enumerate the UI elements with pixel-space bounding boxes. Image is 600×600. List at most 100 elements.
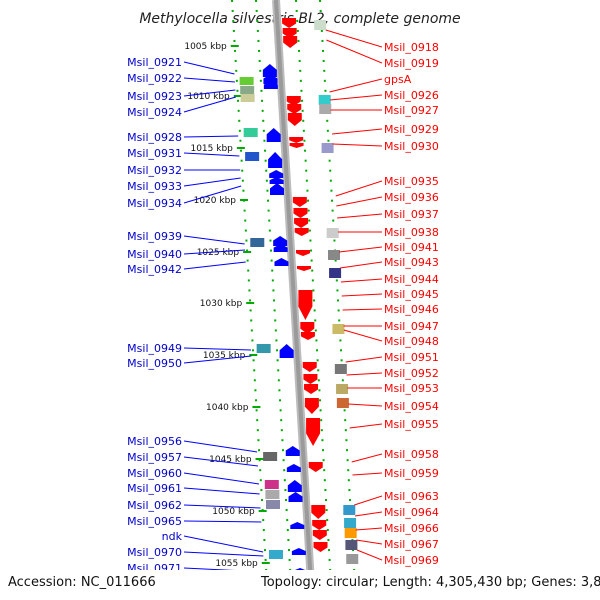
- left-leader-line: [183, 185, 242, 204]
- forward-gene-arrow: [263, 74, 278, 84]
- left-gene-label: Msil_0962: [127, 499, 182, 512]
- left-gene-label: Msil_0960: [127, 467, 182, 480]
- feature-block: [243, 128, 258, 137]
- reverse-gene-arrow: [306, 418, 321, 446]
- right-leader-line: [329, 78, 383, 93]
- left-leader-line: [183, 456, 259, 467]
- right-gene-label: Msil_0966: [384, 522, 439, 535]
- feature-block: [344, 518, 357, 528]
- right-gene-label: Msil_0963: [384, 490, 439, 503]
- right-leader-line: [342, 308, 383, 311]
- right-leader-line: [337, 213, 383, 219]
- left-leader-line: [183, 472, 260, 485]
- right-leader-line: [349, 423, 383, 429]
- reverse-gene-arrow: [292, 197, 307, 207]
- reverse-gene-arrow: [300, 332, 315, 340]
- scale-label: 1055 kbp: [215, 559, 258, 569]
- scale-label: 1015 kbp: [190, 144, 233, 154]
- forward-gene-arrow: [263, 81, 278, 89]
- left-leader-line: [183, 235, 245, 245]
- right-leader-line: [354, 495, 383, 506]
- label-layer: 1005 kbp 1010 kbp 1015 kbp 1020 kbp 1025 kbp…: [127, 29, 439, 575]
- reverse-gene-arrow: [296, 266, 311, 271]
- forward-gene-arrow: [286, 464, 301, 472]
- reverse-gene-arrow: [313, 542, 328, 552]
- forward-gene-arrow: [287, 480, 302, 492]
- reverse-gene-arrow: [289, 143, 304, 148]
- right-gene-label: Msil_0926: [384, 89, 439, 102]
- left-leader-line: [183, 177, 241, 187]
- feature-block: [329, 268, 342, 278]
- forward-gene-arrow: [290, 522, 305, 529]
- feature-block: [265, 490, 280, 499]
- reverse-gene-arrow: [283, 36, 298, 48]
- right-leader-line: [343, 329, 383, 342]
- left-gene-label: Msil_0949: [127, 342, 182, 355]
- feature-block: [319, 104, 332, 114]
- feature-block: [263, 452, 278, 461]
- right-leader-line: [336, 196, 383, 207]
- reverse-gene-arrow: [286, 96, 301, 106]
- reverse-gene-arrow: [287, 104, 302, 114]
- left-leader-line: [183, 520, 262, 523]
- feature-block: [266, 500, 280, 509]
- right-gene-label: Msil_0938: [384, 226, 439, 239]
- left-leader-line: [183, 61, 235, 75]
- left-leader-line: [183, 440, 258, 453]
- right-leader-line: [356, 539, 383, 545]
- left-leader-line: [183, 152, 240, 157]
- feature-block: [245, 152, 260, 161]
- feature-block: [336, 398, 349, 408]
- right-gene-label: Msil_0946: [384, 303, 439, 316]
- right-leader-line: [345, 356, 383, 363]
- scale-label: 1050 kbp: [212, 507, 255, 517]
- forward-gene-arrow: [266, 128, 281, 142]
- forward-gene-arrow: [269, 183, 284, 195]
- right-gene-label: Msil_0952: [384, 367, 439, 380]
- right-gene-label: Msil_0927: [384, 104, 439, 117]
- feature-block: [240, 86, 255, 94]
- backbone-line: [274, 0, 314, 600]
- forward-gene-arrow: [269, 177, 284, 184]
- right-leader-line: [339, 246, 383, 253]
- reverse-gene-arrow: [312, 520, 327, 530]
- scale-label: 1025 kbp: [197, 248, 240, 258]
- left-leader-line: [183, 261, 246, 270]
- right-leader-line: [335, 180, 383, 197]
- feature-block: [345, 540, 358, 550]
- left-gene-label: Msil_0921: [127, 56, 182, 69]
- reverse-gene-arrow: [302, 362, 317, 372]
- reverse-gene-arrow: [282, 28, 297, 38]
- left-leader-line: [183, 551, 264, 557]
- left-gene-label: Msil_0922: [127, 72, 182, 85]
- right-gene-label: Msil_0936: [384, 191, 439, 204]
- right-gene-label: Msil_0943: [384, 256, 439, 269]
- forward-gene-arrow: [269, 170, 284, 178]
- left-gene-label: Msil_0942: [127, 263, 182, 276]
- right-gene-label: Msil_0947: [384, 320, 439, 333]
- reverse-gene-arrow: [300, 322, 315, 334]
- left-gene-label: Msil_0939: [127, 230, 182, 243]
- feature-block: [240, 94, 255, 102]
- reverse-gene-arrow: [303, 374, 318, 384]
- left-leader-line: [183, 535, 264, 553]
- feature-block: [343, 505, 356, 515]
- left-gene-label: ndk: [162, 530, 183, 543]
- reverse-gene-arrow: [296, 250, 310, 256]
- reverse-gene-arrow: [287, 113, 302, 126]
- feature-block: [264, 480, 279, 489]
- left-gene-label: Msil_0961: [127, 482, 182, 495]
- left-gene-label: Msil_0950: [127, 357, 182, 370]
- feature-block: [336, 384, 349, 394]
- right-gene-label: Msil_0937: [384, 208, 439, 221]
- reverse-gene-arrow: [294, 218, 309, 228]
- feature-block: [346, 554, 359, 564]
- right-gene-label: Msil_0945: [384, 288, 439, 301]
- right-gene-label: Msil_0967: [384, 538, 439, 551]
- feature-layer: [239, 18, 359, 574]
- scale-label: 1045 kbp: [209, 455, 252, 465]
- feature-block: [328, 250, 340, 260]
- right-gene-label: gpsA: [384, 73, 412, 86]
- feature-block: [344, 528, 357, 538]
- left-leader-line: [183, 135, 239, 138]
